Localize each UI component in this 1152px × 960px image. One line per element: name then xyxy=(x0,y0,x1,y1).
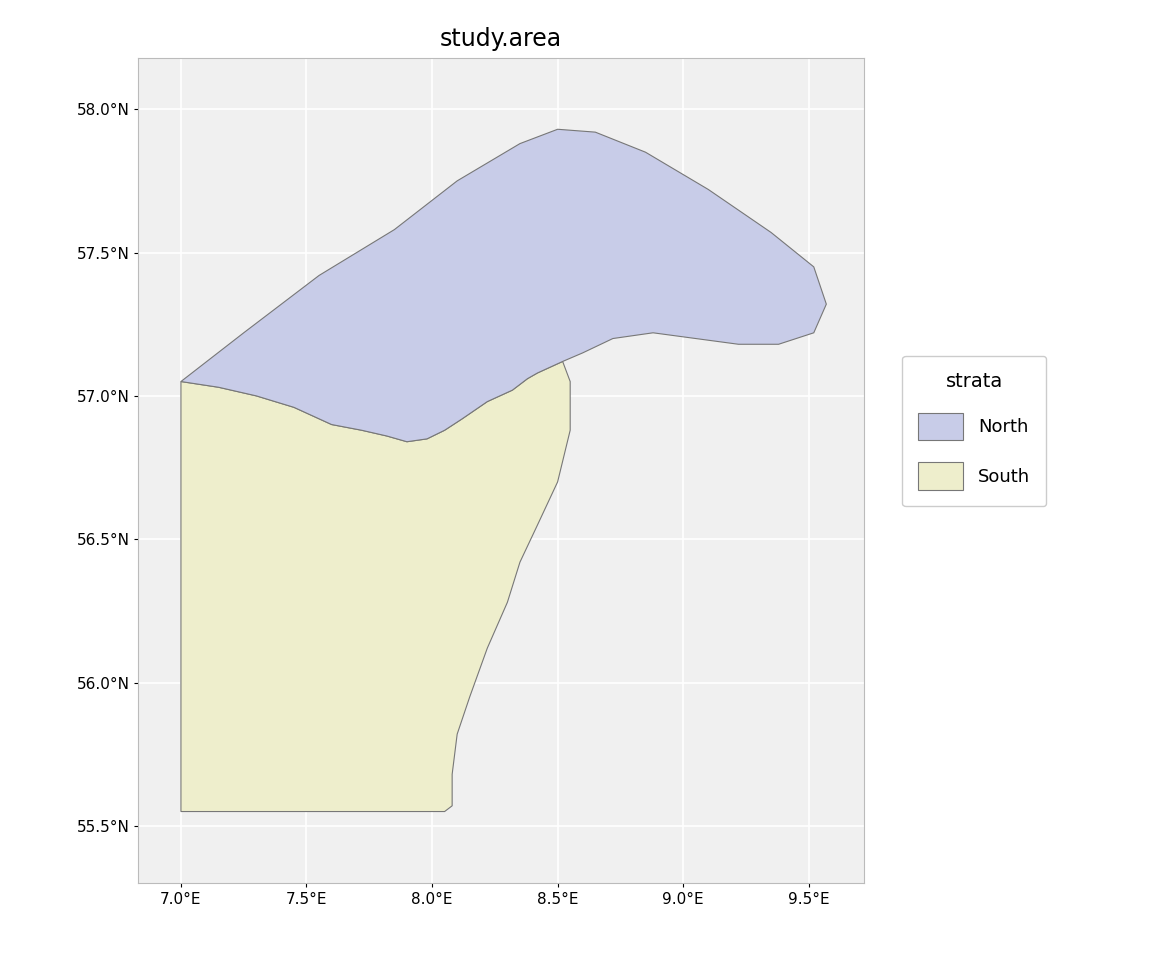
Polygon shape xyxy=(181,362,570,811)
Title: study.area: study.area xyxy=(440,28,562,52)
Legend: North, South: North, South xyxy=(902,355,1046,506)
Polygon shape xyxy=(181,130,826,442)
